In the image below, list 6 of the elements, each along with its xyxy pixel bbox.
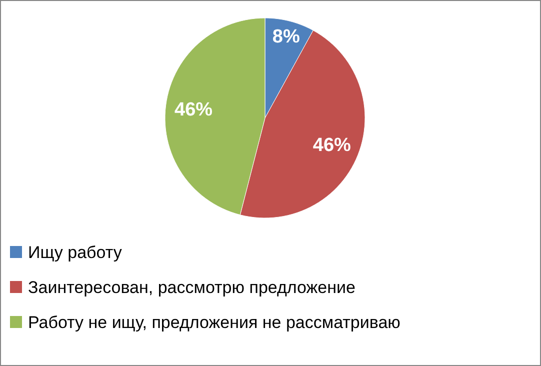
data-label: 46% — [312, 135, 352, 156]
legend-label: Ищу работу — [28, 242, 122, 262]
legend-label: Заинтересован, рассмотрю предложение — [28, 278, 356, 297]
legend-label: Работу не ищу, предложения не рассматриваю — [28, 312, 401, 332]
data-label: 46% — [174, 100, 213, 121]
data-label: 8% — [272, 26, 300, 48]
